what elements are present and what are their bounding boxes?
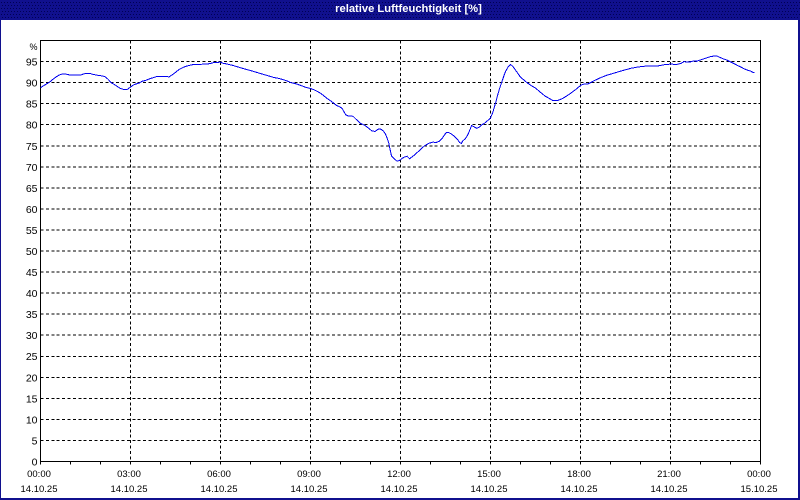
svg-text:5: 5 — [32, 435, 38, 447]
svg-text:60: 60 — [26, 204, 38, 216]
svg-text:95: 95 — [26, 57, 38, 69]
svg-text:12:00: 12:00 — [387, 469, 411, 480]
svg-text:55: 55 — [26, 225, 38, 237]
svg-text:14.10.25: 14.10.25 — [651, 484, 688, 495]
svg-text:00:00: 00:00 — [747, 469, 771, 480]
svg-text:15: 15 — [26, 393, 38, 405]
svg-text:14.10.25: 14.10.25 — [561, 484, 598, 495]
svg-text:30: 30 — [26, 330, 38, 342]
svg-text:40: 40 — [26, 288, 38, 300]
svg-text:%: % — [29, 42, 37, 52]
svg-text:70: 70 — [26, 162, 38, 174]
svg-text:14.10.25: 14.10.25 — [381, 484, 418, 495]
svg-text:90: 90 — [26, 78, 38, 90]
svg-text:14.10.25: 14.10.25 — [21, 484, 58, 495]
svg-text:75: 75 — [26, 141, 38, 153]
svg-text:14.10.25: 14.10.25 — [201, 484, 238, 495]
svg-text:21:00: 21:00 — [657, 469, 681, 480]
svg-text:35: 35 — [26, 309, 38, 321]
svg-text:0: 0 — [32, 457, 38, 469]
svg-text:15.10.25: 15.10.25 — [741, 484, 778, 495]
svg-text:20: 20 — [26, 372, 38, 384]
svg-text:03:00: 03:00 — [117, 469, 141, 480]
svg-text:14.10.25: 14.10.25 — [111, 484, 148, 495]
svg-text:09:00: 09:00 — [297, 469, 321, 480]
svg-text:06:00: 06:00 — [207, 469, 231, 480]
svg-text:85: 85 — [26, 99, 38, 111]
svg-text:25: 25 — [26, 351, 38, 363]
svg-text:00:00: 00:00 — [27, 469, 51, 480]
svg-text:45: 45 — [26, 267, 38, 279]
svg-text:18:00: 18:00 — [567, 469, 591, 480]
svg-text:80: 80 — [26, 120, 38, 132]
svg-text:14.10.25: 14.10.25 — [471, 484, 508, 495]
svg-text:10: 10 — [26, 414, 38, 426]
svg-text:14.10.25: 14.10.25 — [291, 484, 328, 495]
svg-text:50: 50 — [26, 246, 38, 258]
svg-text:65: 65 — [26, 183, 38, 195]
svg-text:15:00: 15:00 — [477, 469, 501, 480]
